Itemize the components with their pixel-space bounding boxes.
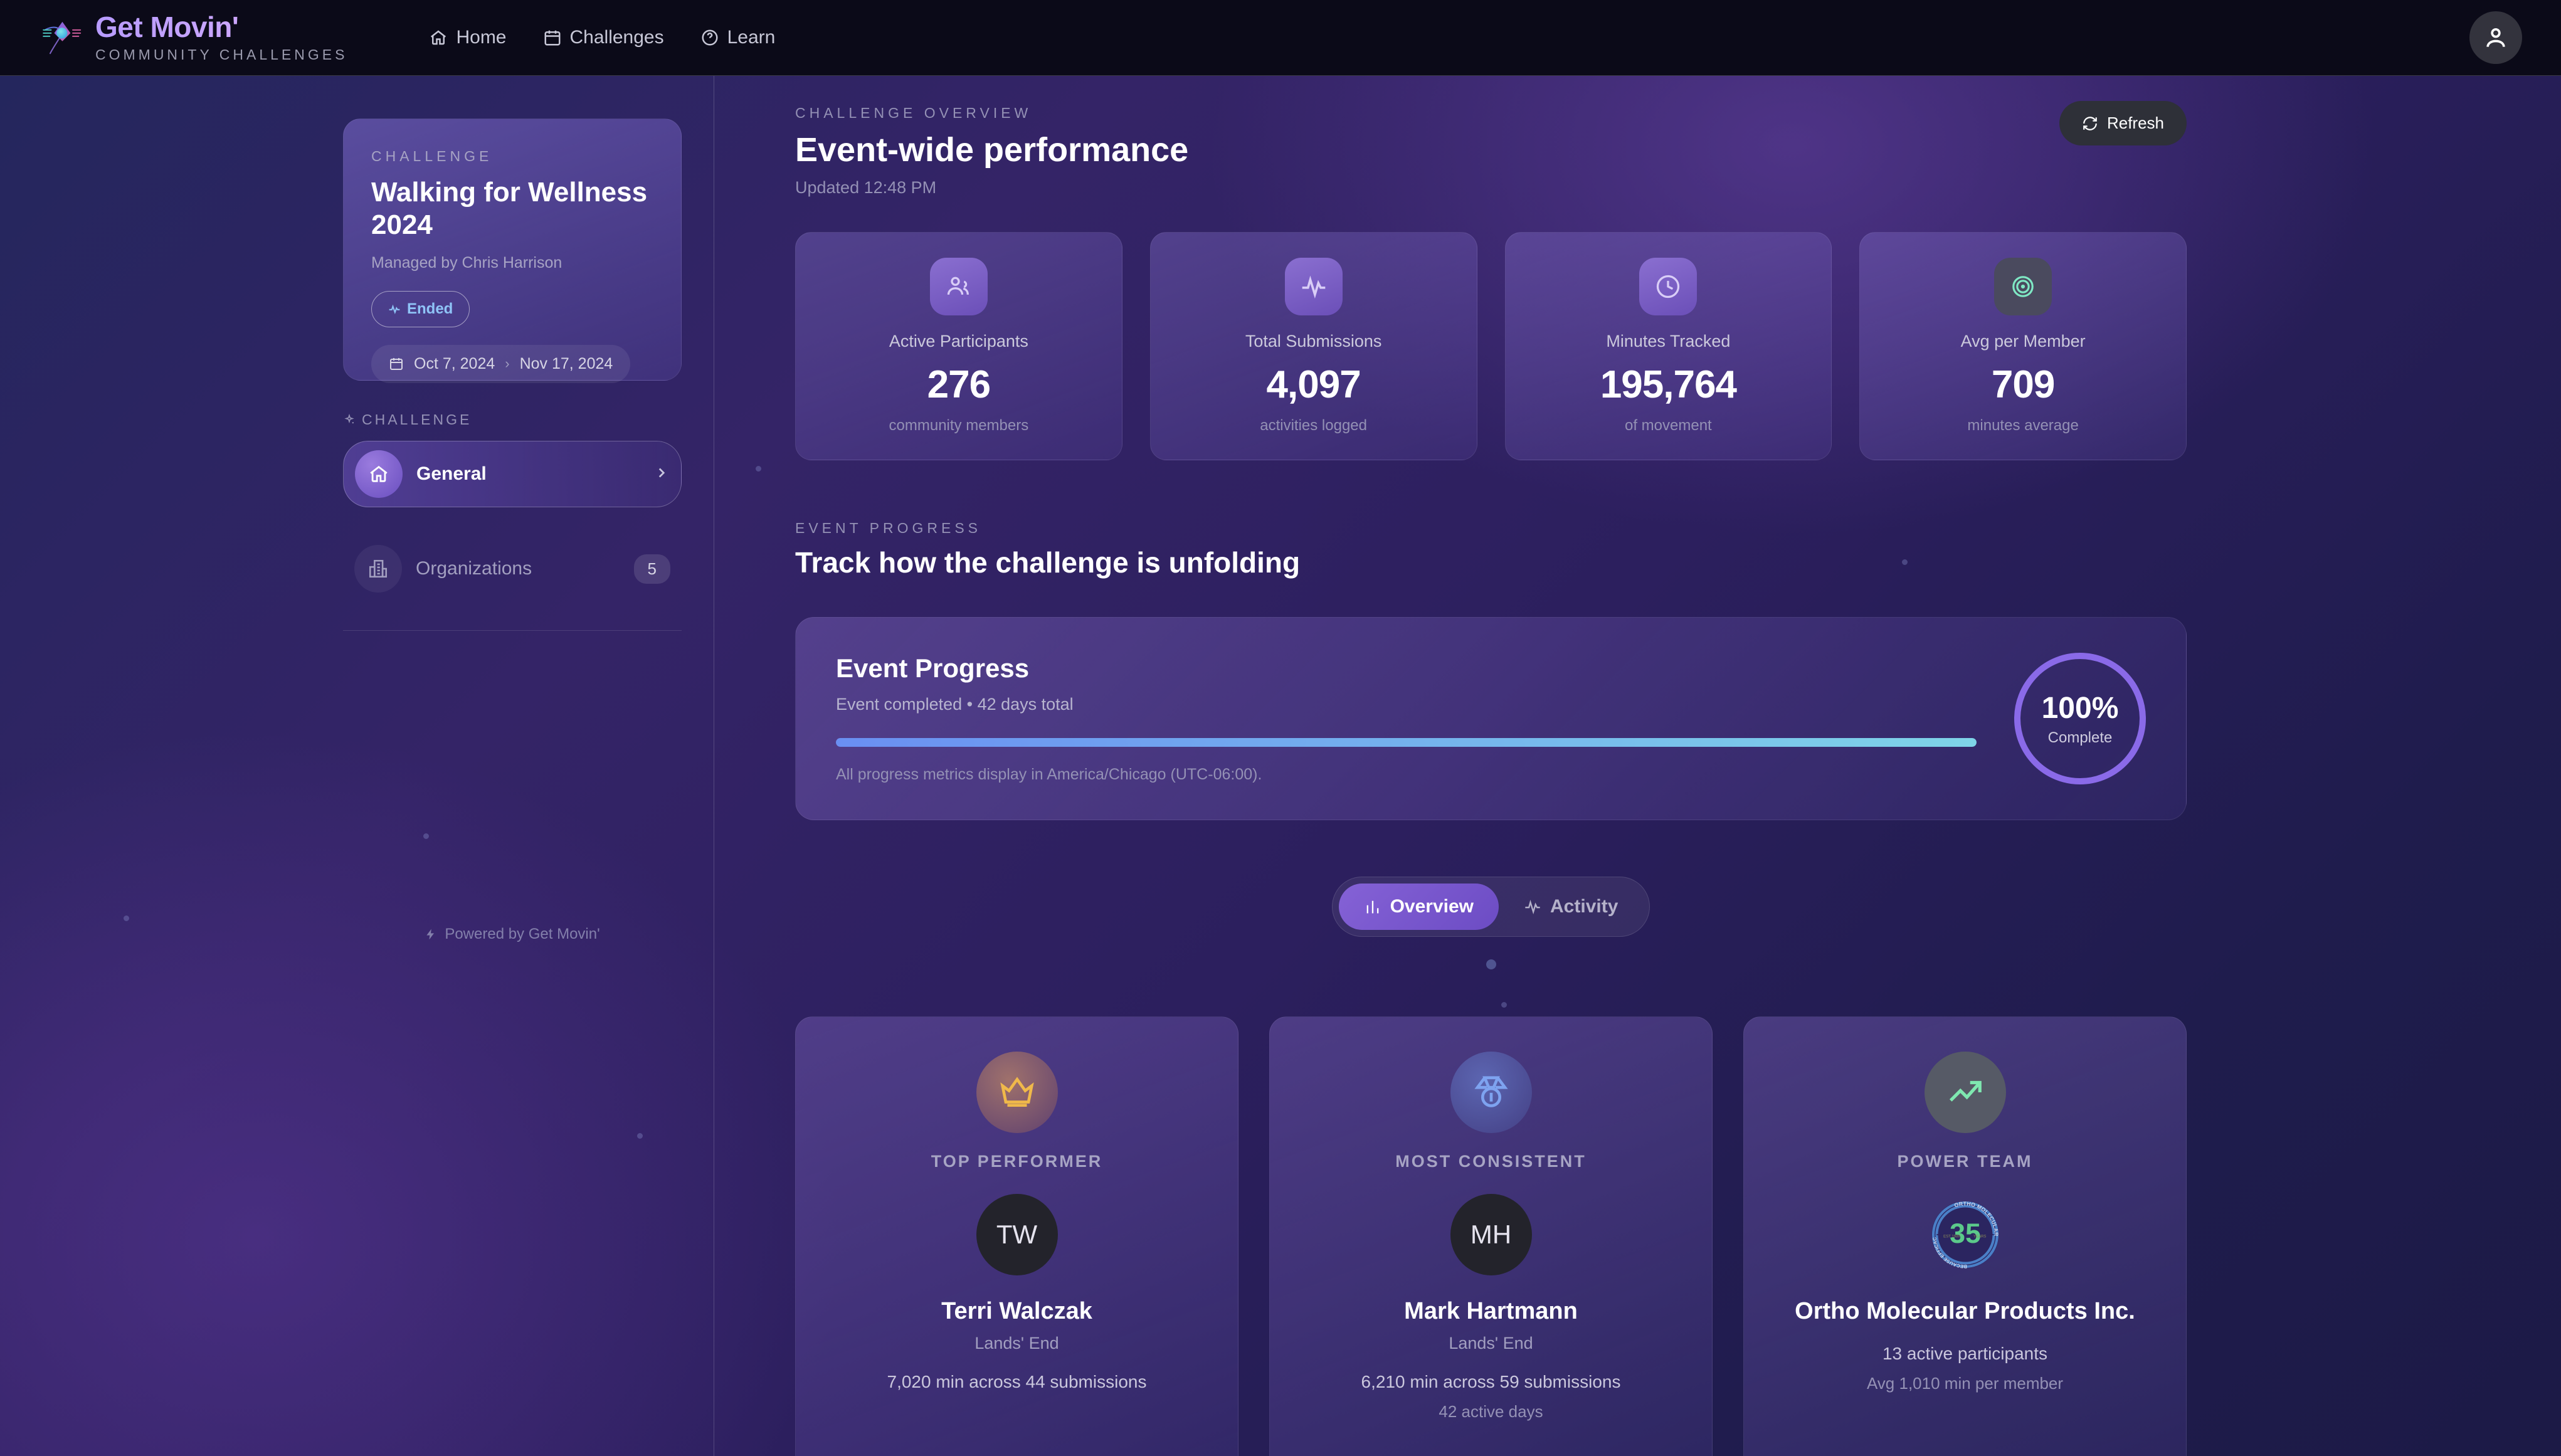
- svg-text:YEARS: YEARS: [1973, 1235, 1986, 1238]
- svg-text:35: 35: [1950, 1218, 1981, 1249]
- svg-text:EST 1989: EST 1989: [1943, 1235, 1960, 1238]
